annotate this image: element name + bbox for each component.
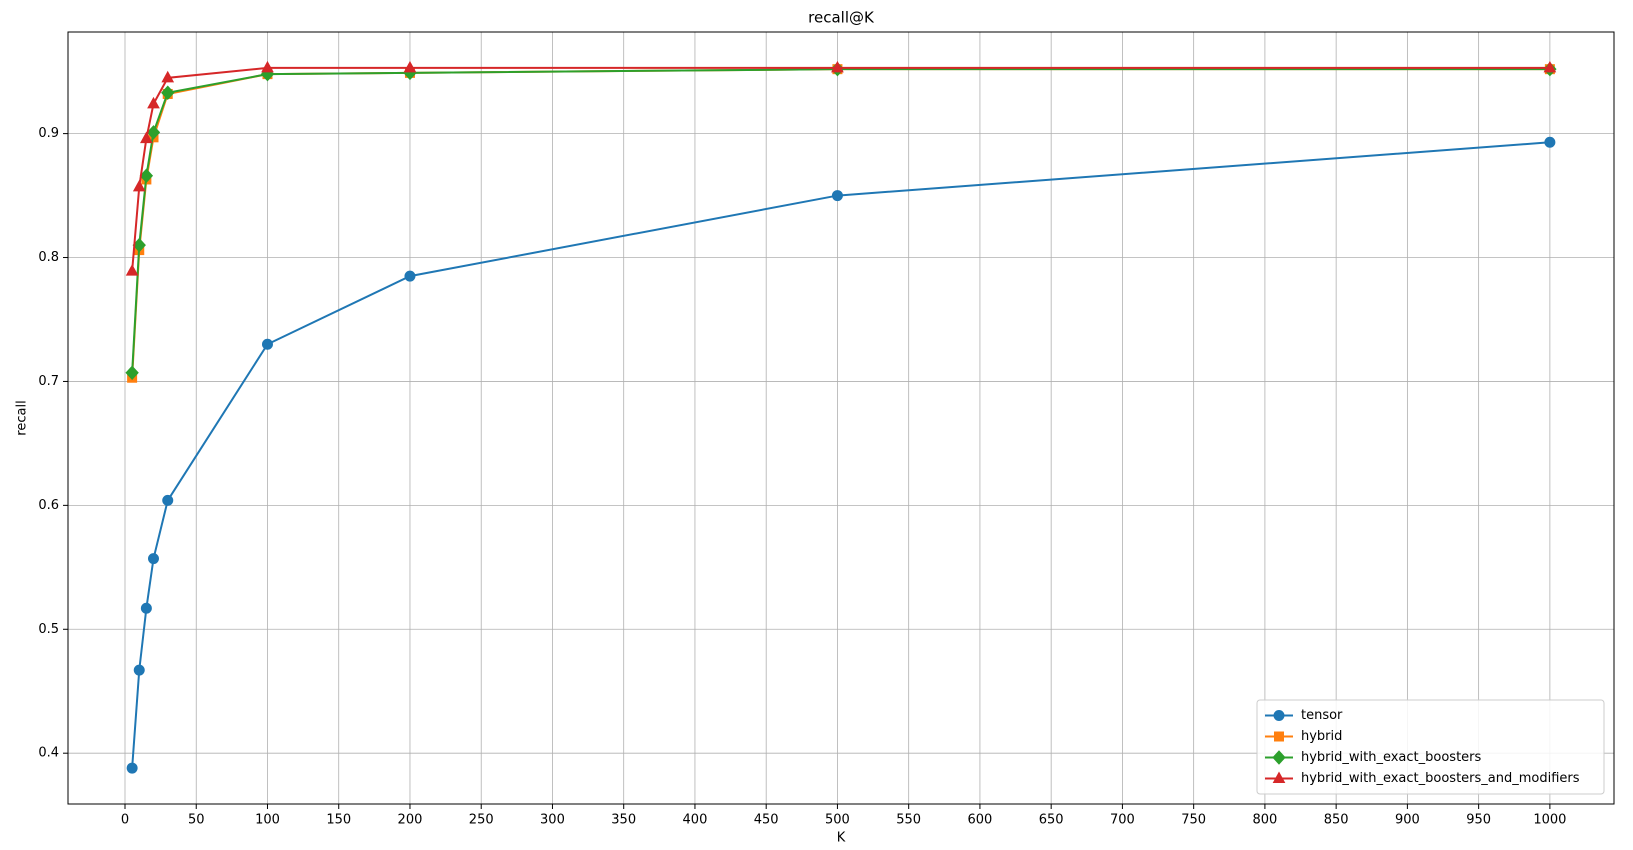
y-tick-label: 0.5 xyxy=(38,622,59,637)
x-tick-label: 900 xyxy=(1395,813,1420,828)
marker xyxy=(162,494,174,506)
marker xyxy=(1544,136,1556,148)
marker xyxy=(1274,731,1284,742)
x-tick-label: 400 xyxy=(683,813,708,828)
x-tick-label: 300 xyxy=(540,813,565,828)
legend-label: hybrid_with_exact_boosters xyxy=(1301,750,1482,765)
x-tick-label: 650 xyxy=(1039,813,1064,828)
chart-title: recall@K xyxy=(808,9,875,27)
x-tick-label: 750 xyxy=(1181,813,1206,828)
x-tick-label: 950 xyxy=(1466,813,1491,828)
x-tick-label: 550 xyxy=(896,813,921,828)
x-tick-label: 50 xyxy=(188,813,205,828)
x-tick-label: 150 xyxy=(326,813,351,828)
y-tick-label: 0.7 xyxy=(38,374,59,389)
marker xyxy=(161,70,175,83)
y-tick-label: 0.8 xyxy=(38,250,59,265)
marker xyxy=(403,60,417,73)
x-tick-label: 100 xyxy=(255,813,280,828)
marker xyxy=(147,553,159,565)
legend-label: hybrid xyxy=(1301,729,1342,744)
x-axis-label: K xyxy=(837,831,846,846)
y-axis-label: recall xyxy=(15,400,30,435)
marker xyxy=(126,762,138,774)
marker xyxy=(1272,771,1286,783)
y-tick-label: 0.6 xyxy=(38,498,59,513)
x-tick-label: 600 xyxy=(968,813,993,828)
marker xyxy=(404,270,416,282)
marker xyxy=(831,60,844,73)
x-tick-label: 0 xyxy=(121,813,129,828)
x-tick-label: 700 xyxy=(1110,813,1135,828)
marker xyxy=(140,131,153,144)
marker xyxy=(146,125,161,140)
legend-label: hybrid_with_exact_boosters_and_modifiers xyxy=(1301,771,1580,786)
marker xyxy=(1543,60,1557,73)
y-tick-label: 0.4 xyxy=(38,746,59,761)
marker xyxy=(1272,750,1286,765)
marker xyxy=(261,60,274,73)
marker xyxy=(132,179,146,192)
marker xyxy=(831,190,843,202)
marker xyxy=(1273,710,1285,721)
x-tick-label: 800 xyxy=(1252,813,1277,828)
y-tick-label: 0.9 xyxy=(38,126,59,141)
x-tick-label: 500 xyxy=(825,813,850,828)
legend-label: tensor xyxy=(1301,708,1343,723)
plot-frame xyxy=(67,31,1615,805)
x-tick-label: 200 xyxy=(398,813,423,828)
marker xyxy=(133,664,145,676)
marker xyxy=(147,96,160,109)
x-tick-label: 1000 xyxy=(1533,813,1566,828)
x-tick-label: 450 xyxy=(754,813,779,828)
legend-box xyxy=(1256,699,1605,795)
marker xyxy=(161,85,175,100)
marker xyxy=(125,365,139,381)
marker xyxy=(261,338,273,350)
x-tick-label: 250 xyxy=(469,813,494,828)
x-tick-label: 850 xyxy=(1324,813,1349,828)
marker xyxy=(139,168,154,183)
x-tick-label: 350 xyxy=(611,813,636,828)
legend: tensor hybrid hybrid_with_exact_boostershy… xyxy=(1256,699,1605,795)
marker xyxy=(140,602,152,614)
marker xyxy=(125,264,139,276)
